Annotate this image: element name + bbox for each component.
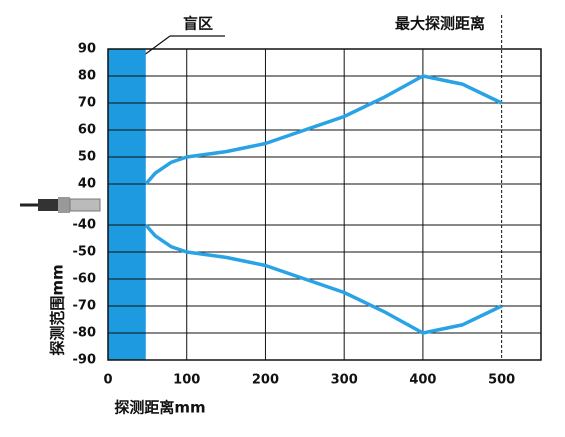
y-tick-label: 90 <box>78 42 96 57</box>
y-tick-label: -90 <box>73 353 97 368</box>
y-tick-label: -50 <box>73 245 97 260</box>
y-tick-label: -60 <box>73 272 97 287</box>
x-tick-label: 500 <box>488 373 515 388</box>
blind-zone <box>108 49 146 360</box>
y-tick-label: 40 <box>78 177 96 192</box>
x-tick-label: 300 <box>331 373 358 388</box>
y-tick-label: -80 <box>73 326 97 341</box>
x-tick-label: 400 <box>409 373 436 388</box>
x-axis-label: 探测距离mm <box>114 399 205 417</box>
sensor-icon <box>20 197 101 213</box>
blind-zone-label: 盲区 <box>183 15 213 33</box>
range-curve <box>144 74 503 186</box>
plot-frame <box>107 48 542 361</box>
max-range-label: 最大探测距离 <box>395 15 485 33</box>
x-tick-label: 0 <box>103 373 112 388</box>
y-tick-label: 50 <box>78 150 96 165</box>
x-tick-label: 200 <box>252 373 279 388</box>
y-tick-label: 60 <box>78 123 96 138</box>
y-axis-label: 探测范围mm <box>49 264 67 355</box>
y-tick-label: 80 <box>78 69 96 84</box>
x-tick-label: 100 <box>173 373 200 388</box>
y-tick-label: 70 <box>78 96 96 111</box>
y-tick-label: -40 <box>73 218 97 233</box>
range-curve <box>144 223 503 335</box>
y-tick-label: -70 <box>73 299 97 314</box>
